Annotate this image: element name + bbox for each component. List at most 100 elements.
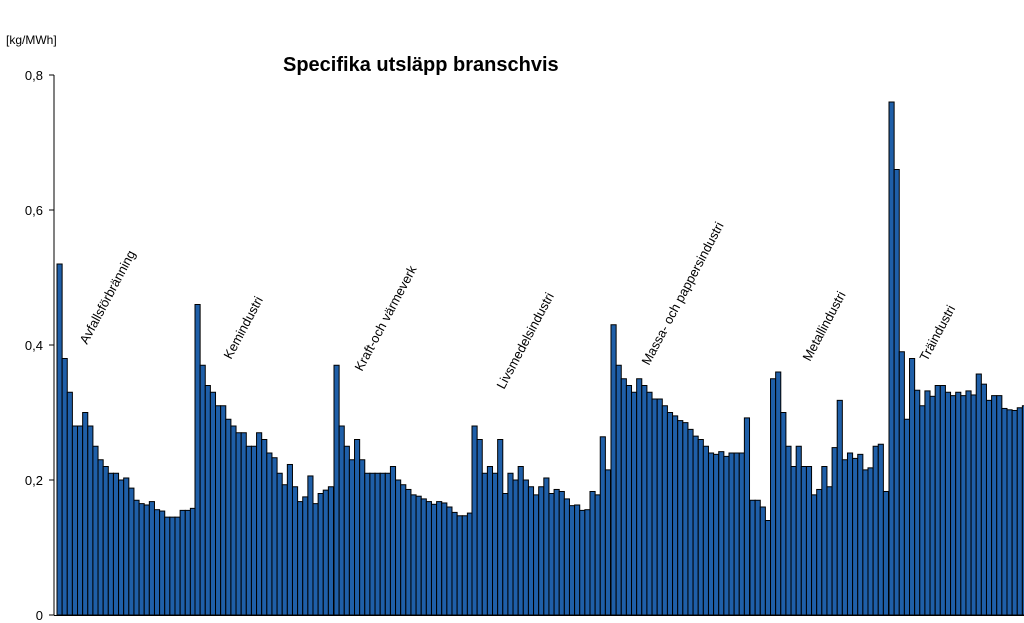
bar — [512, 479, 519, 616]
bar — [302, 496, 309, 616]
bar — [517, 466, 524, 616]
bar — [522, 479, 529, 616]
y-tick-label: 0 — [36, 608, 43, 623]
bar — [169, 516, 176, 616]
bar — [456, 515, 463, 616]
y-tick-label: 0,6 — [25, 203, 43, 218]
bar — [553, 488, 560, 616]
bar — [770, 378, 777, 616]
bar — [970, 394, 977, 616]
bar — [636, 378, 643, 616]
bar — [143, 504, 150, 616]
y-axis-ticks: 0 0,2 0,4 0,6 0,8 — [25, 68, 54, 623]
bar — [692, 435, 699, 616]
bar — [369, 472, 376, 616]
bar — [118, 479, 125, 616]
bar — [133, 499, 140, 616]
bar — [1021, 405, 1024, 616]
bar — [991, 395, 998, 616]
bar — [209, 391, 217, 616]
bar — [384, 472, 391, 616]
bar — [291, 486, 299, 616]
bar — [785, 445, 792, 616]
bar — [1016, 407, 1023, 616]
bar — [230, 425, 237, 616]
bar — [405, 488, 412, 616]
group-label: Kemindustri — [220, 294, 266, 362]
bar — [476, 439, 483, 616]
bar — [307, 475, 314, 616]
bar — [929, 395, 936, 616]
bar — [888, 101, 895, 616]
bar — [281, 484, 288, 616]
bar — [225, 418, 232, 616]
bar — [374, 472, 381, 616]
bar — [107, 472, 114, 616]
bar — [728, 452, 735, 616]
bar-group — [471, 425, 612, 616]
bar — [77, 425, 84, 616]
bar — [661, 405, 668, 616]
bar — [415, 495, 422, 616]
bar — [754, 499, 761, 616]
bar — [985, 399, 993, 616]
bar — [697, 439, 704, 616]
bar — [811, 494, 818, 616]
y-tick-label: 0,4 — [25, 338, 43, 353]
bar — [82, 412, 89, 616]
bar — [816, 488, 823, 616]
bar — [66, 391, 73, 616]
chart-title: Specifika utsläpp branschvis — [283, 54, 559, 76]
bar — [461, 515, 468, 616]
bar — [354, 439, 361, 616]
bar — [179, 509, 186, 616]
bar — [805, 466, 813, 616]
bar — [857, 453, 864, 616]
bar — [538, 486, 545, 616]
bar — [563, 498, 570, 616]
bar — [256, 432, 263, 616]
group-label: Massa- och pappersindustri — [638, 219, 726, 367]
bar — [1001, 407, 1008, 616]
bar — [548, 493, 555, 616]
bar — [682, 422, 689, 616]
bar — [395, 479, 402, 616]
bar — [919, 405, 926, 616]
bar-group — [333, 364, 474, 616]
bar — [71, 425, 79, 616]
bar-group — [610, 324, 751, 616]
bar — [276, 472, 283, 616]
group-label: Metallindustri — [799, 289, 848, 364]
bar — [944, 391, 952, 616]
bar — [199, 364, 206, 616]
bar — [610, 324, 617, 616]
bar — [266, 452, 273, 616]
bar — [527, 486, 535, 616]
bar — [836, 399, 843, 616]
bar — [975, 373, 982, 616]
bars-layer — [56, 101, 1024, 616]
bar — [939, 385, 946, 616]
bar — [764, 520, 772, 616]
bar — [410, 494, 417, 616]
bar — [934, 385, 941, 616]
bar — [924, 390, 931, 616]
bar — [852, 457, 859, 616]
bar — [261, 439, 268, 616]
bar — [909, 358, 916, 616]
bar — [194, 304, 201, 616]
bar — [204, 385, 211, 616]
y-axis-unit-label: [kg/MWh] — [6, 33, 57, 47]
bar — [996, 395, 1003, 616]
bar — [379, 472, 386, 616]
bar — [790, 466, 797, 616]
bar — [235, 432, 242, 616]
bar — [841, 459, 848, 616]
bar — [148, 501, 155, 616]
bar — [584, 509, 591, 616]
bar — [441, 502, 448, 616]
bar — [738, 452, 745, 616]
bar — [507, 472, 514, 616]
bar — [898, 351, 905, 616]
